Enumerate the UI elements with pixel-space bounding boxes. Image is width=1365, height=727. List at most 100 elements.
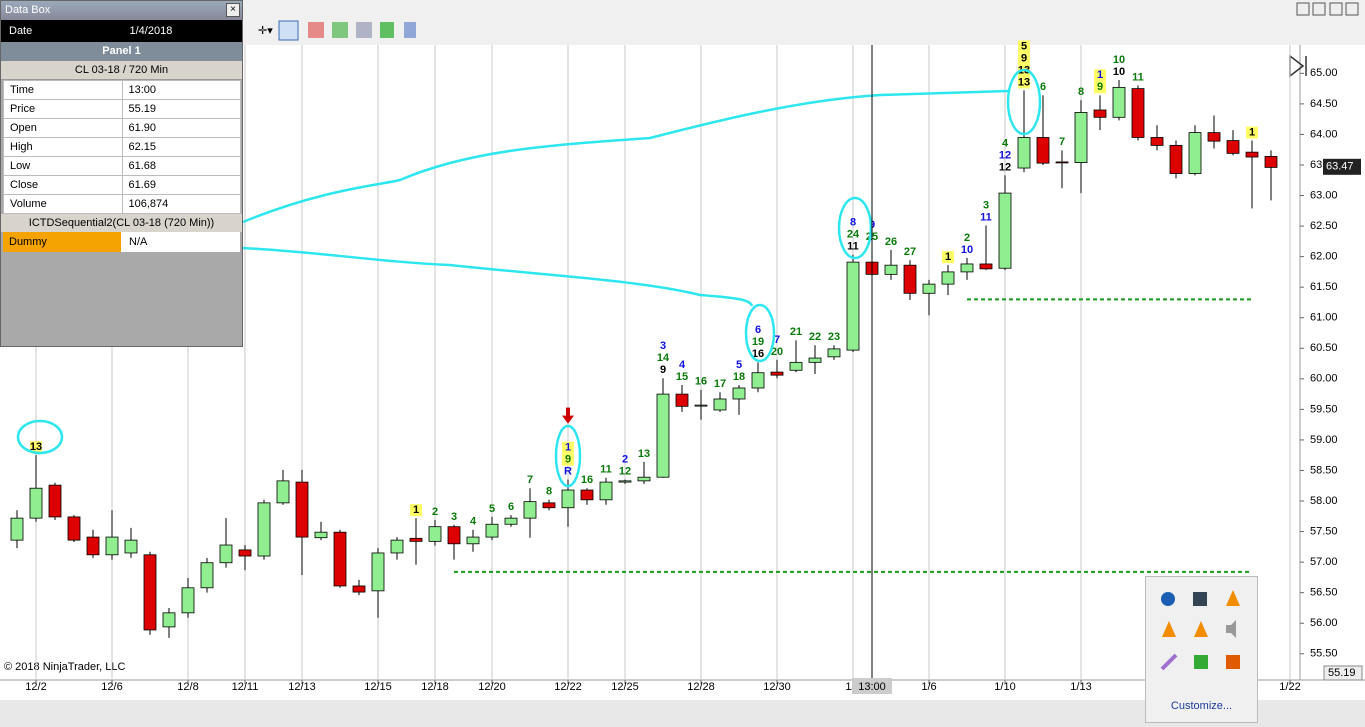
candle-body	[390, 539, 404, 554]
candle-body	[1169, 145, 1183, 174]
y-tick-label: 61.00	[1310, 312, 1338, 324]
strategy-button[interactable]	[356, 22, 372, 38]
annotation: 12	[999, 161, 1011, 173]
tray-icon[interactable]	[1226, 655, 1240, 669]
properties-button[interactable]	[404, 22, 416, 38]
tray-icon[interactable]	[1226, 620, 1236, 638]
x-tick-label: 12/15	[364, 681, 392, 693]
annotation: 16	[695, 376, 707, 388]
candle-body	[257, 502, 271, 557]
money-button[interactable]	[380, 22, 394, 38]
crosshair-icon[interactable]: ✛▾	[258, 25, 273, 37]
tray-icon[interactable]	[1160, 653, 1178, 671]
maximize-button[interactable]	[1329, 2, 1343, 16]
annotation: 4	[679, 359, 686, 371]
data-box[interactable]: Data Box × Date 1/4/2018 Panel 1 CL 03-18…	[0, 0, 243, 347]
toolbar-icons[interactable]: ✛▾	[258, 2, 1359, 41]
candle-body	[162, 612, 176, 628]
candle-body	[542, 502, 556, 509]
data-box-title: Data Box	[1, 1, 242, 20]
close-button[interactable]: ×	[226, 3, 240, 17]
y-tick-label: 61.50	[1310, 281, 1338, 293]
zoom-button[interactable]	[278, 20, 299, 41]
scrollbar[interactable]	[0, 700, 1365, 727]
candle-body	[1226, 140, 1240, 154]
annotation: 19	[752, 336, 764, 348]
tray-icon[interactable]	[1194, 621, 1208, 637]
annotation: 5	[736, 359, 742, 371]
bar-type-button[interactable]	[308, 22, 324, 38]
x-tick-label: 1/22	[1279, 681, 1300, 693]
candle-body	[884, 264, 898, 275]
tray-icon[interactable]	[1193, 592, 1207, 606]
last-price: 63.47	[1326, 161, 1354, 173]
y-tick-label: 60.00	[1310, 373, 1338, 385]
annotation: 24	[847, 229, 860, 241]
candle-body	[10, 517, 24, 541]
annotation: 6	[1040, 81, 1046, 93]
customize-link[interactable]: Customize...	[1170, 700, 1233, 712]
value: 55.19	[121, 99, 241, 119]
signal-arrow	[562, 407, 574, 424]
value: N/A	[121, 232, 240, 252]
y-tick-label: 59.00	[1310, 434, 1338, 446]
tray-icon[interactable]	[1161, 592, 1175, 606]
highlight	[562, 441, 574, 454]
candle-body	[143, 554, 157, 631]
annotation: 4	[1002, 137, 1009, 149]
restore-button[interactable]	[1312, 2, 1326, 16]
annotation: 23	[828, 331, 840, 343]
value: 62.15	[121, 137, 241, 157]
highlight	[942, 251, 954, 264]
annotation: 3	[451, 511, 457, 523]
label: Date	[9, 25, 33, 37]
tray-icon[interactable]	[1226, 590, 1240, 606]
panel-header: Panel 1	[1, 42, 242, 61]
candle-body	[713, 398, 727, 411]
annotation: 2	[432, 506, 438, 518]
annotation: 2	[964, 232, 970, 244]
candle-body	[827, 348, 841, 358]
candle-body	[86, 536, 100, 556]
tray-icon[interactable]	[1162, 621, 1176, 637]
y-tick-label: 55.50	[1310, 648, 1338, 660]
y-tick-label: 58.00	[1310, 495, 1338, 507]
plot-row: Dummy N/A	[3, 232, 240, 252]
annotation: 9	[660, 364, 666, 376]
annotation: 21	[790, 326, 802, 338]
label: Low	[3, 156, 123, 176]
candle-body	[770, 371, 784, 376]
candle-body	[67, 516, 81, 541]
candle-body	[1036, 137, 1050, 164]
annotation: 1	[413, 504, 419, 516]
minimize-button[interactable]	[1296, 2, 1310, 16]
label: Price	[3, 99, 123, 119]
candle-body	[903, 264, 917, 294]
candle-body	[808, 357, 822, 363]
label: Close	[3, 175, 123, 195]
candle-body	[637, 476, 651, 482]
label: High	[3, 137, 123, 157]
candle-body	[960, 263, 974, 273]
candle-body	[504, 517, 518, 525]
cursor-price: 55.19	[1328, 667, 1356, 679]
value: 61.69	[121, 175, 241, 195]
annotation: 14	[657, 352, 670, 364]
candle-body	[1017, 137, 1031, 169]
highlight	[1094, 69, 1106, 82]
data-row: Volume 106,874	[3, 194, 241, 214]
highlight	[1246, 126, 1258, 139]
value: 1/4/2018	[129, 25, 173, 37]
highlight	[562, 453, 574, 466]
y-tick-label: 63.00	[1310, 189, 1338, 201]
annotation: R	[564, 466, 572, 478]
indicators-button[interactable]	[332, 22, 348, 38]
tray-icon[interactable]	[1194, 655, 1208, 669]
close-button[interactable]	[1345, 2, 1359, 16]
annotation: 13	[638, 448, 650, 460]
annotation: 1	[1249, 126, 1255, 138]
x-tick-label: 12/13	[288, 681, 316, 693]
highlight	[410, 504, 422, 517]
